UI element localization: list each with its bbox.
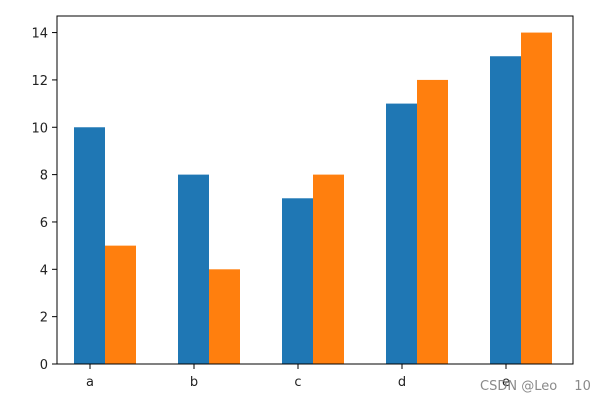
y-tick-label: 8 [40, 169, 48, 184]
bar-d-series-2 [417, 79, 448, 364]
bar-b-series-1 [178, 174, 209, 364]
bar-b-series-2 [209, 269, 240, 364]
y-tick-label: 12 [31, 74, 48, 89]
x-tick-label-b: b [190, 375, 198, 390]
x-axis: a b c d e [86, 364, 510, 390]
watermark-text: CSDN @Leo 10 [480, 379, 591, 394]
y-tick-label: 4 [40, 263, 48, 278]
bars-layer [74, 32, 552, 365]
bar-e-series-2 [521, 32, 552, 364]
y-tick-label: 2 [40, 311, 48, 326]
y-tick-label: 6 [40, 216, 48, 231]
x-tick-label-d: d [398, 375, 406, 390]
bar-a-series-2 [105, 245, 136, 364]
plot-frame [56, 15, 574, 365]
bar-a-series-1 [74, 127, 105, 364]
x-tick-label-c: c [294, 375, 301, 390]
bar-c-series-2 [313, 174, 344, 364]
y-tick-label: 0 [40, 358, 48, 373]
bar-e-series-1 [490, 56, 521, 364]
x-tick-label-e: e [502, 375, 510, 390]
y-tick-label: 10 [31, 121, 48, 136]
bar-c-series-1 [282, 198, 313, 364]
y-axis: 0 2 4 6 8 10 12 14 [31, 27, 57, 373]
y-tick-label: 14 [31, 27, 48, 42]
bar-d-series-1 [386, 103, 417, 365]
x-tick-label-a: a [86, 375, 94, 390]
